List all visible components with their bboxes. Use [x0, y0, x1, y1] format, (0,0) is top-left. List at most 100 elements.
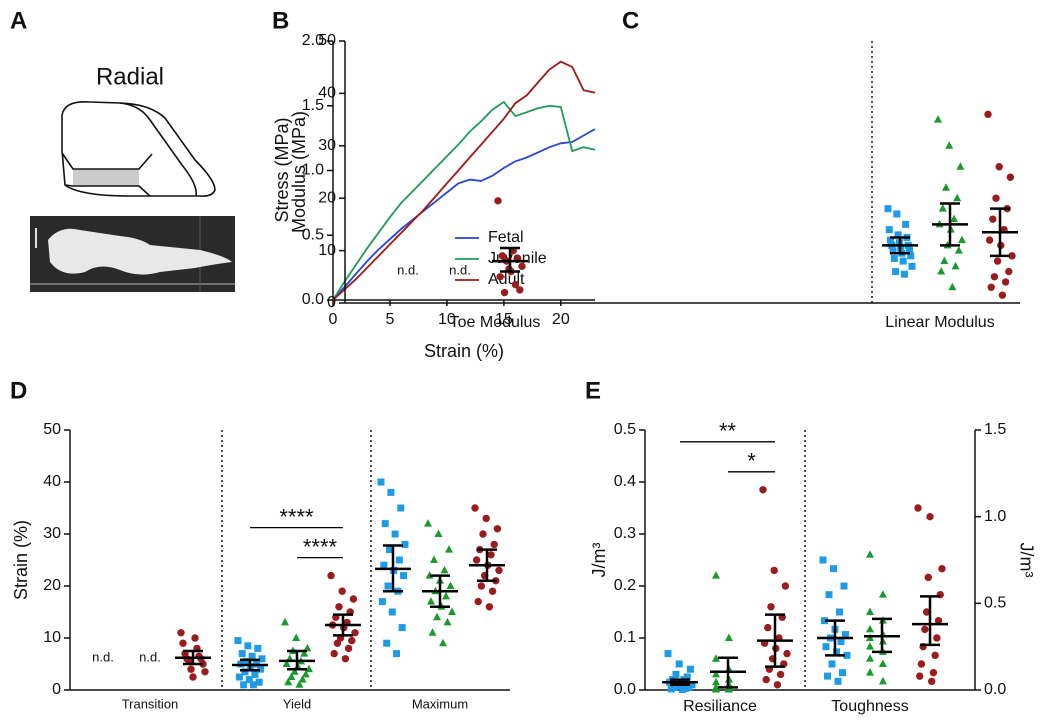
data-point	[488, 587, 497, 595]
data-point	[282, 659, 291, 667]
data-point	[242, 657, 250, 665]
data-point	[378, 598, 386, 606]
data-point	[498, 252, 507, 260]
data-point	[839, 669, 846, 677]
value-label: n.d.	[139, 649, 161, 664]
data-point	[905, 247, 913, 255]
data-point	[712, 654, 720, 662]
data-point	[434, 529, 443, 537]
data-point	[840, 582, 848, 590]
data-point	[281, 617, 289, 626]
panel-label: D	[10, 377, 27, 404]
value-label: n.d.	[449, 262, 471, 277]
data-point	[380, 561, 388, 569]
data-point	[424, 519, 432, 527]
y-tick-label: 0.5	[302, 226, 324, 243]
data-point	[487, 551, 495, 559]
data-point	[301, 669, 310, 678]
data-point	[928, 677, 936, 686]
data-point	[440, 565, 449, 574]
data-point	[724, 684, 733, 693]
y-tick-label: 0.4	[614, 473, 636, 490]
x-tick-label: 15	[495, 311, 513, 328]
data-point	[516, 286, 524, 294]
data-point	[493, 525, 502, 533]
panel-label: A	[10, 7, 27, 34]
data-point	[1005, 267, 1013, 276]
data-point	[773, 681, 782, 689]
data-point	[712, 571, 720, 579]
y-axis-label: Modulus (MPa)	[289, 111, 309, 233]
data-point	[884, 205, 892, 213]
y-tick-label: 1.0	[984, 508, 1006, 525]
data-point	[446, 581, 455, 589]
data-point	[238, 650, 246, 658]
y2-axis-label: J/m³	[1016, 543, 1036, 578]
data-point	[348, 636, 356, 645]
y-axis-label: Strain (%)	[11, 520, 31, 600]
data-point	[951, 261, 960, 270]
data-point	[724, 633, 733, 641]
data-point	[442, 591, 450, 600]
y-tick-label: 1.5	[984, 421, 1006, 438]
data-point	[479, 530, 487, 538]
data-point	[485, 603, 494, 611]
data-point	[953, 193, 962, 202]
data-point	[388, 608, 396, 616]
data-point	[303, 643, 312, 652]
data-point	[933, 634, 941, 642]
x-tick-label: 5	[386, 311, 395, 328]
data-point	[1006, 173, 1015, 181]
data-point	[776, 670, 785, 679]
data-point	[940, 256, 949, 265]
data-point	[942, 183, 950, 191]
y-tick-label: 50	[43, 421, 61, 438]
x-tick-label: 20	[552, 311, 570, 328]
data-point	[675, 660, 683, 668]
data-point	[187, 665, 195, 673]
data-point	[945, 141, 954, 149]
data-point	[934, 616, 943, 625]
y-axis-label: Stress (MPa)	[272, 117, 292, 222]
legend-label: Adult	[488, 271, 525, 288]
data-point	[474, 597, 482, 606]
data-point	[177, 629, 185, 637]
data-point	[989, 215, 997, 223]
data-point	[958, 235, 966, 244]
y-tick-label: 30	[43, 525, 61, 542]
y-axis-label: J/m³	[589, 543, 609, 578]
data-point	[938, 564, 946, 573]
data-point	[833, 648, 840, 656]
data-point	[427, 597, 435, 605]
data-point	[995, 163, 1003, 171]
data-point	[349, 595, 358, 603]
line-series	[332, 128, 596, 301]
category-label: Toughness	[831, 698, 908, 715]
x-axis-label: Strain (%)	[424, 341, 504, 361]
y-tick-label: 0.5	[984, 595, 1006, 612]
data-point	[990, 273, 999, 281]
y-tick-label: 0	[52, 681, 61, 698]
data-point	[878, 676, 887, 685]
data-point	[430, 555, 438, 563]
data-point	[241, 668, 249, 676]
data-point	[899, 257, 907, 265]
y-tick-label: 40	[43, 473, 61, 490]
data-point	[391, 530, 399, 538]
data-point	[201, 668, 209, 676]
data-point	[667, 685, 675, 693]
data-point	[781, 582, 790, 590]
data-point	[351, 629, 359, 637]
data-point	[998, 291, 1007, 299]
data-point	[439, 638, 447, 647]
data-point	[254, 644, 262, 652]
data-point	[822, 643, 830, 651]
data-point	[1008, 252, 1016, 260]
data-point	[472, 556, 481, 564]
data-point	[767, 603, 775, 611]
data-point	[890, 254, 898, 262]
panel-label: C	[622, 7, 639, 34]
data-point	[866, 607, 874, 615]
data-point	[887, 236, 895, 244]
data-point	[992, 194, 1000, 202]
